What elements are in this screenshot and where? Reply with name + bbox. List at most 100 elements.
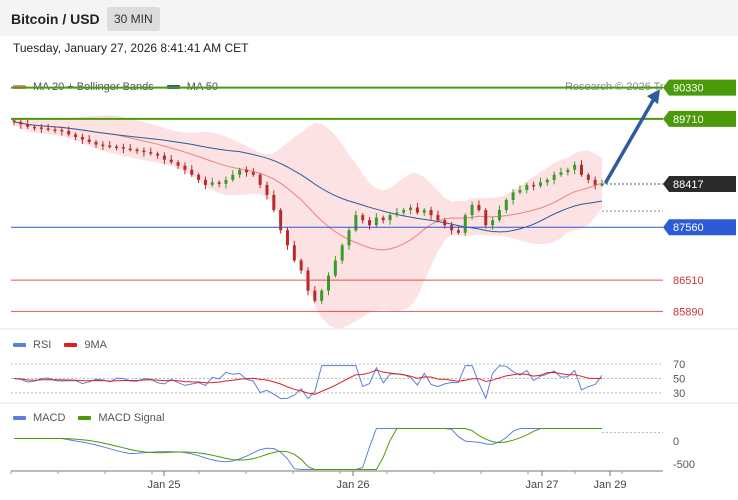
- candle-body: [203, 179, 207, 185]
- candle-body: [115, 146, 119, 149]
- support-label: 85890: [673, 306, 704, 318]
- rsi-line: [13, 365, 603, 400]
- rsi-swatch: [13, 343, 26, 347]
- candle-body: [142, 150, 146, 153]
- candle-body: [238, 169, 242, 175]
- candle-body: [450, 225, 454, 231]
- candle-body: [26, 124, 30, 127]
- candle-body: [559, 172, 563, 175]
- rsi-ma-swatch: [64, 343, 78, 347]
- candle-body: [135, 149, 139, 152]
- macd-signal-line: [14, 428, 602, 470]
- macd-tick-label: -500: [673, 459, 695, 471]
- candle-body: [443, 220, 447, 226]
- candle-body: [511, 192, 515, 200]
- candle-body: [80, 137, 84, 140]
- candle-body: [101, 144, 105, 147]
- candle-body: [279, 210, 283, 231]
- instrument-title: Bitcoin / USD: [11, 11, 100, 27]
- support-label-box: [663, 219, 736, 236]
- candle-body: [285, 230, 289, 246]
- candle-body: [197, 174, 201, 180]
- resistance-label: 89710: [673, 114, 704, 126]
- candle-body: [231, 174, 235, 180]
- candle-body: [33, 126, 37, 129]
- x-tick-label: Jan 25: [147, 479, 180, 491]
- candle-body: [156, 153, 160, 156]
- candle-body: [586, 174, 590, 180]
- candle-body: [74, 134, 78, 137]
- candle-body: [381, 217, 385, 221]
- rsi-ma-line: [13, 369, 603, 395]
- macd-swatch: [13, 416, 26, 420]
- candle-body: [313, 290, 317, 301]
- candle-body: [497, 210, 501, 221]
- candle-body: [491, 220, 495, 226]
- candle-body: [320, 290, 324, 301]
- candle-body: [573, 164, 577, 170]
- rsi-tick-label: 30: [673, 388, 685, 400]
- candle-body: [456, 230, 460, 233]
- chart-header: Bitcoin / USD 30 MIN: [0, 0, 738, 36]
- candle-body: [600, 184, 604, 186]
- timeframe-button[interactable]: 30 MIN: [107, 7, 160, 31]
- current-price-label: 88417: [673, 179, 704, 191]
- candle-body: [402, 210, 406, 213]
- candle-body: [299, 260, 303, 271]
- candle-body: [210, 182, 214, 185]
- candle-body: [60, 129, 64, 132]
- macd-signal-swatch: [78, 416, 92, 420]
- candle-body: [436, 215, 440, 221]
- candle-body: [470, 205, 474, 216]
- candle-body: [525, 184, 529, 190]
- x-tick-label: Jan 29: [593, 479, 626, 491]
- candle-body: [532, 184, 536, 187]
- candle-body: [538, 182, 542, 186]
- candle-body: [327, 275, 331, 291]
- candle-body: [552, 174, 556, 180]
- projection-arrow: [604, 95, 657, 184]
- x-tick-label: Jan 27: [525, 479, 558, 491]
- rsi-legend: RSI 9MA: [13, 339, 120, 351]
- candle-body: [39, 127, 43, 129]
- candle-body: [368, 220, 372, 226]
- resistance-label-box: [663, 79, 736, 96]
- resistance-label: 90330: [673, 83, 704, 95]
- candle-body: [593, 179, 597, 185]
- candle-body: [94, 142, 98, 145]
- candle-body: [46, 128, 50, 130]
- legend-rsi: RSI: [33, 339, 52, 351]
- candle-body: [395, 212, 399, 216]
- datetime-label: Tuesday, January 27, 2026 8:41:41 AM CET: [13, 41, 249, 55]
- ma50-line: [13, 121, 603, 233]
- candle-body: [176, 162, 180, 166]
- candle-body: [108, 145, 112, 148]
- candle-body: [149, 152, 153, 154]
- legend-macd-signal: MACD Signal: [98, 412, 165, 424]
- candle-body: [422, 210, 426, 213]
- candle-body: [265, 184, 269, 195]
- candle-body: [251, 172, 255, 175]
- candle-body: [217, 182, 221, 184]
- candle-body: [361, 215, 365, 221]
- candle-body: [354, 215, 358, 231]
- projection-arrowhead: [647, 89, 660, 105]
- candle-body: [545, 179, 549, 183]
- candle-body: [374, 217, 378, 226]
- candle-body: [121, 147, 125, 149]
- rsi-tick-label: 70: [673, 359, 685, 371]
- candle-body: [258, 174, 262, 185]
- resistance-label-box: [663, 110, 736, 127]
- candle-body: [518, 189, 522, 193]
- legend-rsi-ma: 9MA: [84, 339, 107, 351]
- candle-body: [19, 121, 23, 125]
- candle-body: [224, 179, 228, 184]
- support-label: 87560: [673, 222, 704, 234]
- candle-body: [340, 245, 344, 261]
- candle-body: [347, 230, 351, 246]
- candle-body: [169, 159, 173, 163]
- candle-body: [53, 129, 57, 131]
- candle-body: [477, 205, 481, 211]
- support-label: 86510: [673, 275, 704, 287]
